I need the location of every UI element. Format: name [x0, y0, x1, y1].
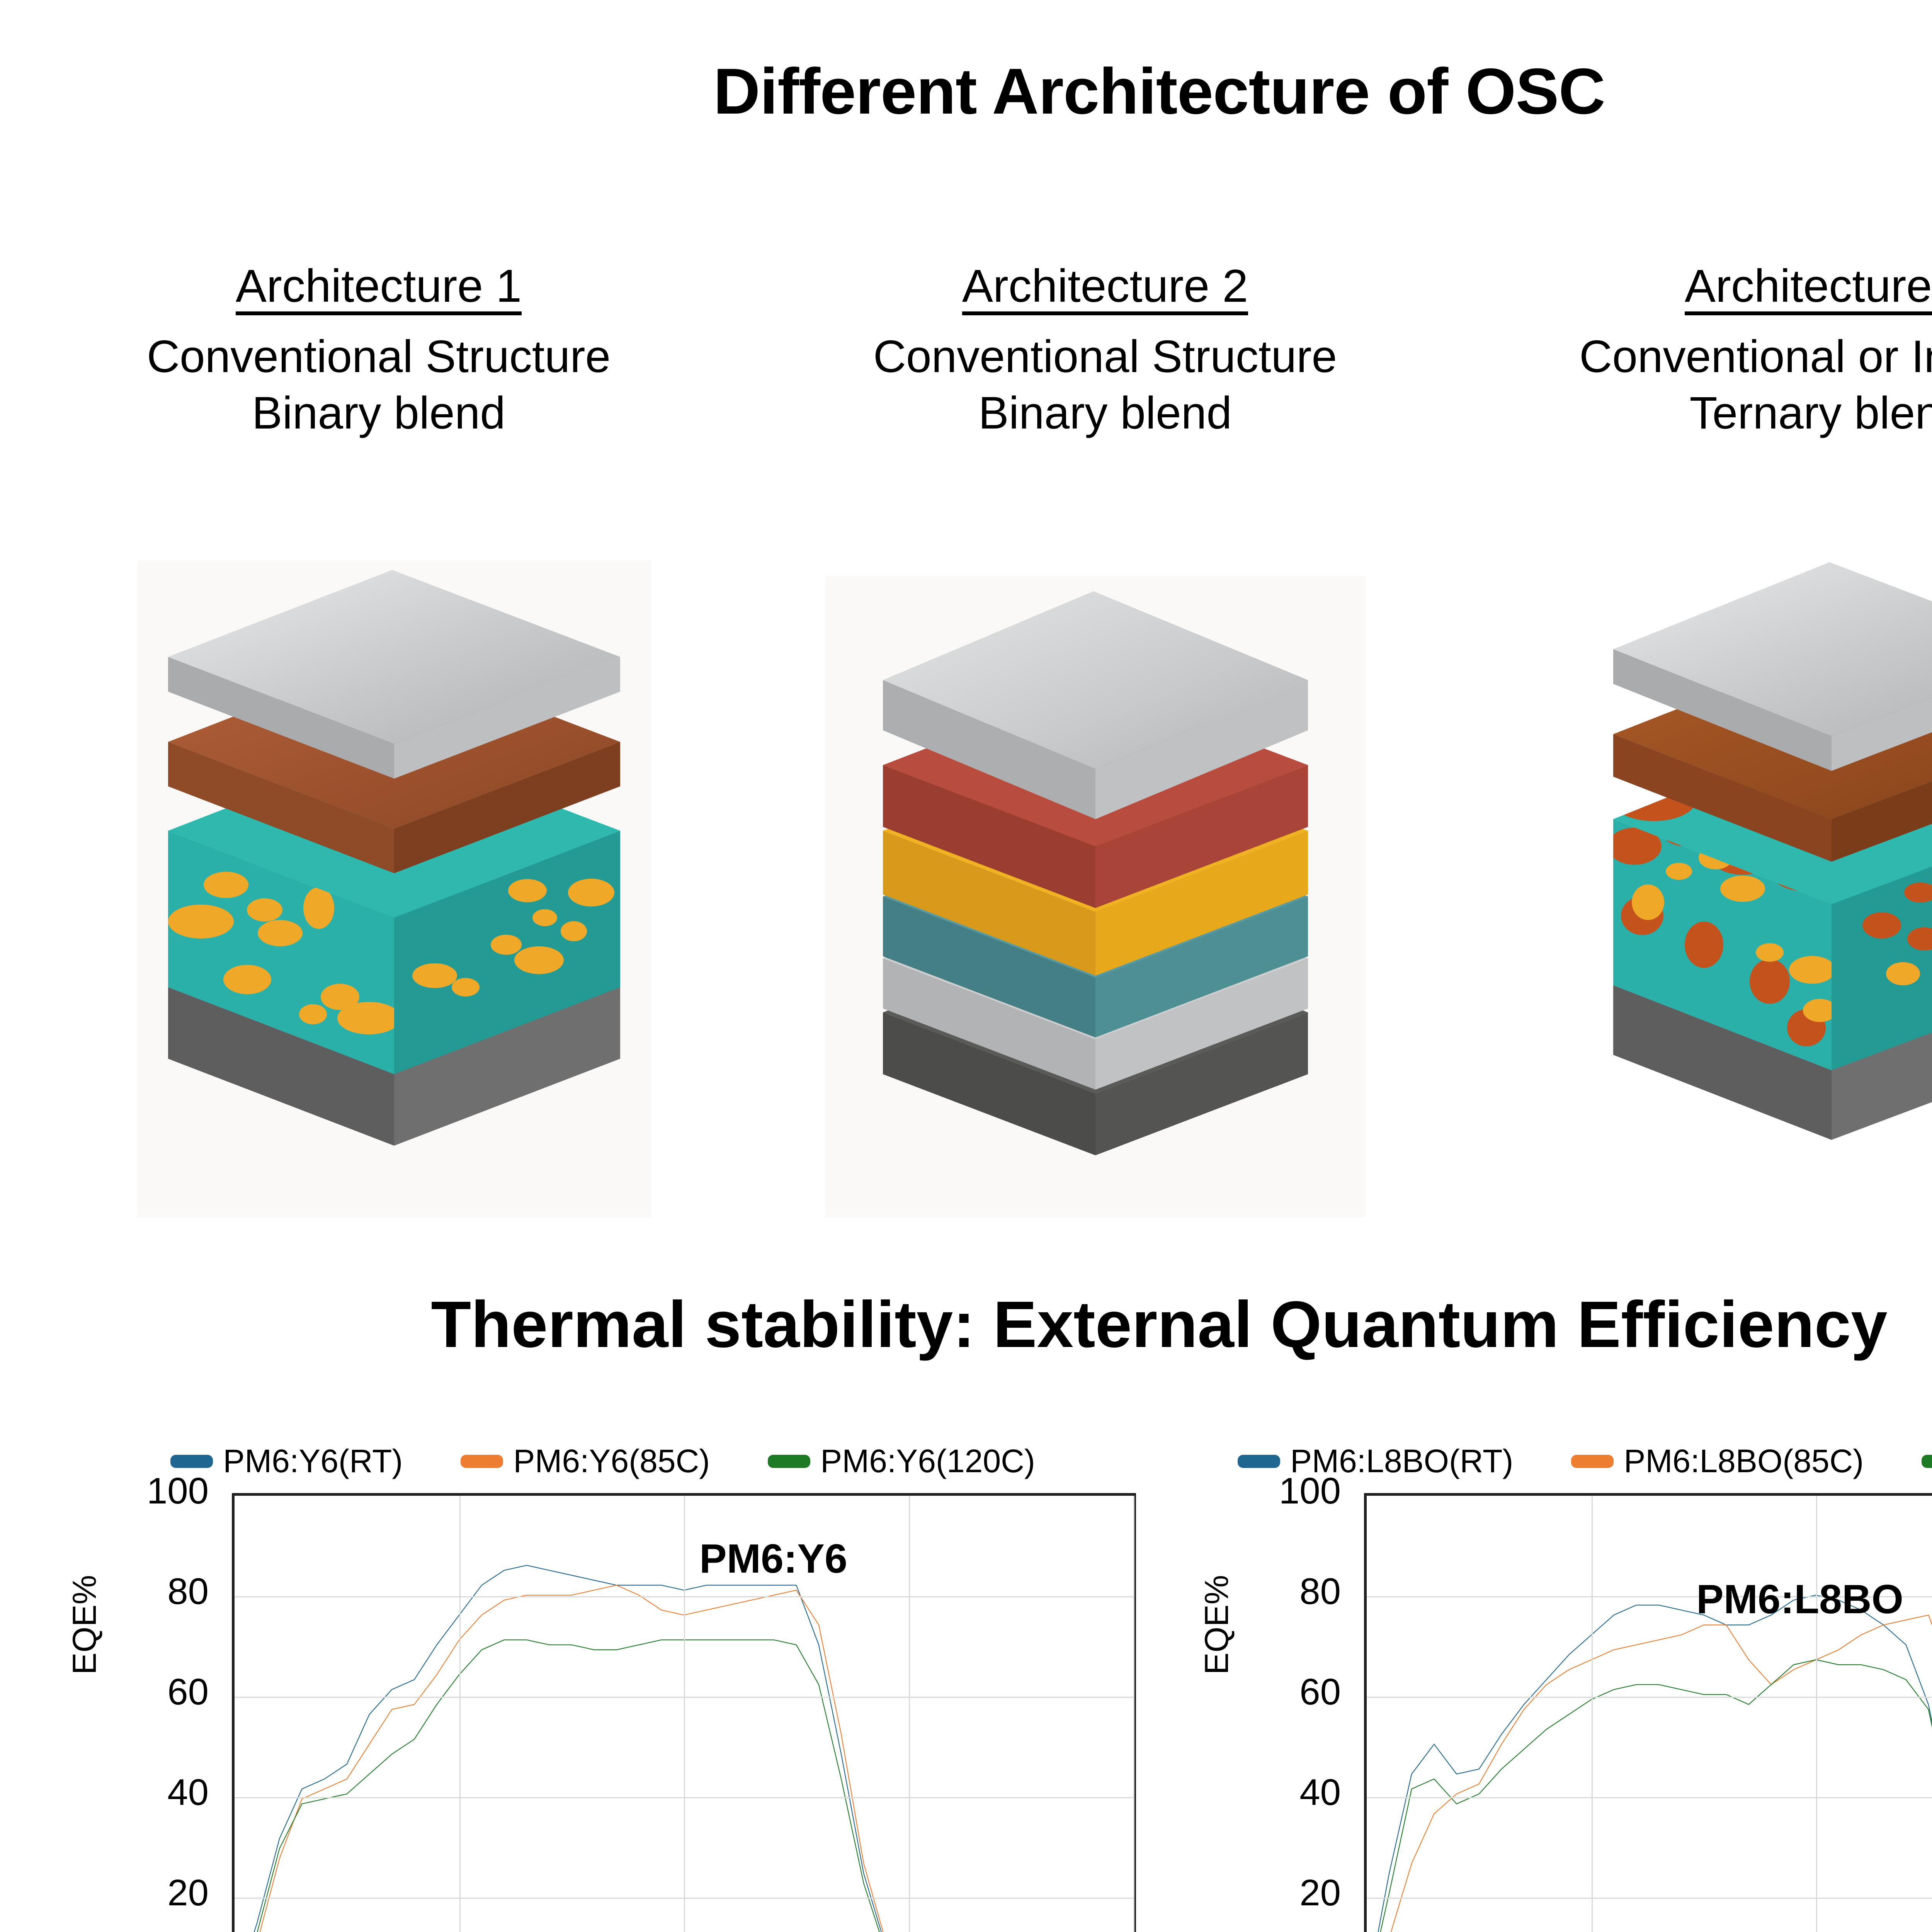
architecture-column-2: Architecture 2 Conventional Structure Bi… [777, 263, 1434, 442]
y-tick-label: 20 [1299, 1872, 1341, 1913]
plot-area-right: EQE% 020406080100 PM6:L8BO [1198, 1470, 1932, 1932]
series-line [1367, 1595, 1932, 1932]
gridline-vertical [1591, 1496, 1593, 1932]
layer-electrode-silver [168, 570, 620, 779]
curves-right [1367, 1496, 1932, 1932]
legend-swatch-85c [461, 1454, 503, 1468]
legend-entry-85c[interactable]: PM6:Y6(85C) [461, 1442, 710, 1480]
gridline-vertical [684, 1496, 685, 1932]
architecture-column-3: Architecture 3 Conventional or Inverted … [1499, 263, 1932, 442]
stack-3-svg [1613, 562, 1932, 1140]
y-tick-label: 100 [1279, 1470, 1341, 1512]
legend-entry-rt[interactable]: PM6:Y6(RT) [170, 1442, 403, 1480]
legend-label-rt: PM6:Y6(RT) [223, 1443, 403, 1479]
y-tick-label: 80 [1299, 1571, 1341, 1612]
gridline-horizontal [1367, 1596, 1932, 1597]
architecture-2-line2: Binary blend [978, 388, 1232, 439]
gridline-vertical [1133, 1496, 1134, 1932]
architecture-3-heading: Architecture 3 [1684, 263, 1932, 315]
gridline-vertical [459, 1496, 461, 1932]
series-line [235, 1585, 1133, 1932]
stack-1-svg [168, 570, 620, 1146]
layer-electrode-silver [1613, 562, 1932, 771]
legend-swatch-120c [768, 1454, 811, 1468]
architecture-3-line1: Conventional or Inverted [1579, 331, 1932, 382]
device-stack-architecture-1 [137, 560, 651, 1217]
y-ticks-right: 020406080100 [1225, 1470, 1341, 1932]
legend-entry-120c[interactable]: PM6:L8BO(120C) [1922, 1442, 1932, 1480]
plot-area-left: EQE% 020406080100 PM6:Y6 [66, 1470, 1136, 1932]
architecture-2-line1: Conventional Structure [873, 331, 1337, 382]
series-line [1367, 1615, 1932, 1932]
chart-eqe-pm6-y6: PM6:Y6(RT) PM6:Y6(85C) PM6:Y6(120C) EQE%… [66, 1430, 1136, 1932]
legend-right: PM6:L8BO(RT) PM6:L8BO(85C) PM6:L8BO(120C… [1202, 1430, 1932, 1480]
y-tick-label: 40 [1299, 1772, 1341, 1813]
layer-electrode-silver [883, 591, 1308, 819]
architecture-1-line1: Conventional Structure [146, 331, 611, 382]
gridline-horizontal [1367, 1797, 1932, 1798]
series-line [1367, 1660, 1932, 1932]
plot-annotation-left: PM6:Y6 [699, 1536, 847, 1582]
legend-left: PM6:Y6(RT) PM6:Y6(85C) PM6:Y6(120C) [70, 1430, 1136, 1480]
legend-label-120c: PM6:Y6(120C) [820, 1443, 1035, 1479]
y-tick-label: 60 [167, 1671, 209, 1713]
legend-label-rt: PM6:L8BO(RT) [1290, 1443, 1514, 1479]
stack-2-svg [883, 591, 1308, 1155]
plot-annotation-right: PM6:L8BO [1696, 1577, 1903, 1622]
layer-binary-blend [168, 744, 620, 1074]
legend-swatch-120c [1922, 1454, 1932, 1468]
legend-swatch-85c [1571, 1454, 1614, 1468]
legend-label-85c: PM6:L8BO(85C) [1624, 1443, 1864, 1479]
architecture-1-line2: Binary blend [252, 388, 505, 439]
architecture-1-heading: Architecture 1 [235, 263, 522, 315]
architecture-2-heading: Architecture 2 [962, 263, 1248, 315]
section-title: Thermal stability: External Quantum Effi… [431, 1288, 1888, 1361]
series-line [235, 1565, 1133, 1932]
architecture-3-line2: Ternary blend [1689, 388, 1932, 439]
legend-entry-120c[interactable]: PM6:Y6(120C) [768, 1442, 1035, 1480]
architecture-column-1: Architecture 1 Conventional Structure Bi… [50, 263, 707, 442]
y-tick-label: 100 [146, 1470, 209, 1512]
device-stack-architecture-3 [1577, 553, 1932, 1209]
legend-swatch-rt [170, 1454, 213, 1468]
blend-domains-side [412, 879, 614, 997]
y-tick-label: 60 [1299, 1671, 1341, 1713]
gridline-vertical [908, 1496, 910, 1932]
plot-frame-right [1364, 1493, 1932, 1932]
curves-left [235, 1496, 1133, 1932]
y-tick-label: 40 [167, 1772, 209, 1813]
y-tick-label: 80 [167, 1571, 209, 1612]
device-stack-architecture-2 [825, 576, 1366, 1217]
legend-entry-85c[interactable]: PM6:L8BO(85C) [1571, 1442, 1864, 1480]
y-tick-label: 20 [167, 1872, 209, 1913]
blend-domains-front [168, 872, 394, 1034]
legend-entry-rt[interactable]: PM6:L8BO(RT) [1238, 1442, 1513, 1480]
plot-frame-left [232, 1493, 1136, 1932]
legend-swatch-rt [1238, 1454, 1281, 1468]
chart-eqe-pm6-l8bo: PM6:L8BO(RT) PM6:L8BO(85C) PM6:L8BO(120C… [1198, 1430, 1932, 1932]
y-ticks-left: 020406080100 [93, 1470, 209, 1932]
series-line [235, 1640, 1133, 1932]
gridline-horizontal [1367, 1898, 1932, 1899]
legend-label-85c: PM6:Y6(85C) [513, 1443, 710, 1479]
page-title: Different Architecture of OSC [713, 55, 1605, 128]
gridline-vertical [1816, 1496, 1817, 1932]
gridline-horizontal [1367, 1697, 1932, 1698]
